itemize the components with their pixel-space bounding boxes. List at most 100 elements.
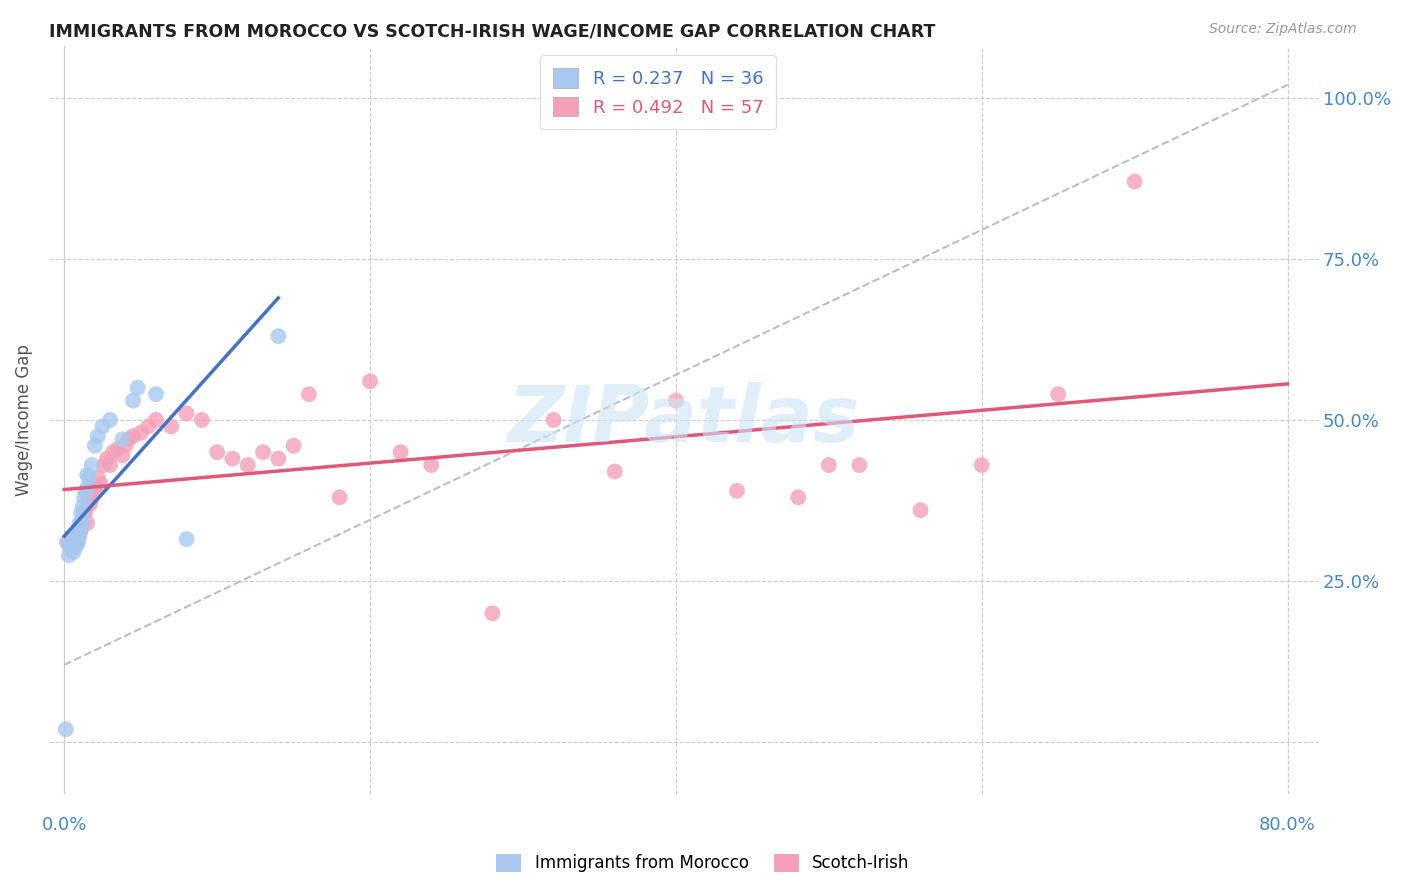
Point <box>359 374 381 388</box>
Point <box>205 445 228 459</box>
Point <box>72 500 94 514</box>
Point <box>122 393 145 408</box>
Point <box>90 477 112 491</box>
Point <box>83 439 105 453</box>
Point <box>66 535 89 549</box>
Point <box>65 539 87 553</box>
Point <box>73 490 96 504</box>
Point <box>787 490 810 504</box>
Point <box>176 407 198 421</box>
Point <box>75 503 97 517</box>
Point <box>70 507 93 521</box>
Text: ZIPatlas: ZIPatlas <box>508 382 859 458</box>
Point <box>80 490 103 504</box>
Point <box>77 490 100 504</box>
Point <box>63 532 86 546</box>
Point <box>129 425 152 440</box>
Point <box>103 445 125 459</box>
Point <box>1047 387 1070 401</box>
Point <box>96 451 118 466</box>
Point <box>817 458 839 472</box>
Point <box>65 525 87 540</box>
Point <box>91 419 114 434</box>
Point <box>63 535 86 549</box>
Point <box>76 481 98 495</box>
Point <box>65 529 87 543</box>
Point <box>69 525 91 540</box>
Legend: R = 0.237   N = 36, R = 0.492   N = 57: R = 0.237 N = 36, R = 0.492 N = 57 <box>540 55 776 129</box>
Point <box>191 413 214 427</box>
Point <box>1123 175 1146 189</box>
Point <box>328 490 350 504</box>
Point <box>80 458 103 472</box>
Text: 80.0%: 80.0% <box>1260 816 1316 834</box>
Text: IMMIGRANTS FROM MOROCCO VS SCOTCH-IRISH WAGE/INCOME GAP CORRELATION CHART: IMMIGRANTS FROM MOROCCO VS SCOTCH-IRISH … <box>49 22 935 40</box>
Legend: Immigrants from Morocco, Scotch-Irish: Immigrants from Morocco, Scotch-Irish <box>489 847 917 879</box>
Point <box>62 541 84 556</box>
Point <box>236 458 259 472</box>
Point <box>83 483 105 498</box>
Point <box>283 439 305 453</box>
Point <box>58 548 80 562</box>
Point <box>117 432 139 446</box>
Point <box>73 507 96 521</box>
Point <box>145 387 167 401</box>
Point <box>127 381 149 395</box>
Point <box>70 523 93 537</box>
Point <box>59 539 82 553</box>
Point <box>910 503 932 517</box>
Point <box>481 607 503 621</box>
Point <box>60 532 83 546</box>
Point <box>62 545 84 559</box>
Point <box>79 497 101 511</box>
Point <box>665 393 688 408</box>
Point <box>62 535 84 549</box>
Point <box>389 445 412 459</box>
Point <box>87 429 110 443</box>
Point <box>267 451 290 466</box>
Point <box>725 483 748 498</box>
Point <box>138 419 160 434</box>
Point <box>69 516 91 530</box>
Point <box>252 445 274 459</box>
Point <box>848 458 870 472</box>
Point <box>56 535 79 549</box>
Point <box>98 413 121 427</box>
Y-axis label: Wage/Income Gap: Wage/Income Gap <box>15 344 32 496</box>
Point <box>298 387 321 401</box>
Point <box>60 541 83 556</box>
Point <box>66 523 89 537</box>
Point <box>55 723 77 737</box>
Point <box>70 519 93 533</box>
Text: 0.0%: 0.0% <box>42 816 87 834</box>
Point <box>72 516 94 530</box>
Point <box>111 432 134 446</box>
Point <box>87 471 110 485</box>
Point <box>543 413 565 427</box>
Point <box>59 541 82 556</box>
Text: Source: ZipAtlas.com: Source: ZipAtlas.com <box>1209 22 1357 37</box>
Point <box>60 529 83 543</box>
Point <box>63 539 86 553</box>
Point <box>77 471 100 485</box>
Point <box>160 419 183 434</box>
Point <box>98 458 121 472</box>
Point <box>76 467 98 482</box>
Point <box>66 532 89 546</box>
Point <box>420 458 443 472</box>
Point <box>107 442 129 456</box>
Point <box>970 458 993 472</box>
Point <box>69 529 91 543</box>
Point <box>122 429 145 443</box>
Point <box>114 439 136 453</box>
Point <box>75 483 97 498</box>
Point <box>93 458 115 472</box>
Point <box>603 465 626 479</box>
Point <box>111 449 134 463</box>
Point <box>145 413 167 427</box>
Point <box>56 535 79 549</box>
Point <box>76 516 98 530</box>
Point <box>221 451 243 466</box>
Point <box>72 513 94 527</box>
Point <box>267 329 290 343</box>
